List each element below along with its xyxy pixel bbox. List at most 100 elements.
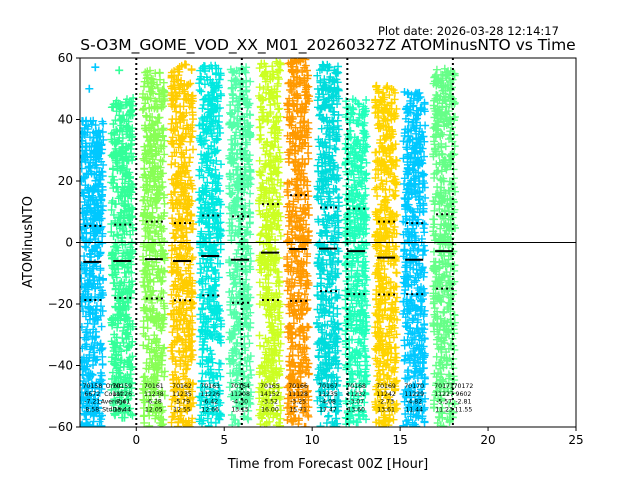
x-axis-label: Time from Forecast 00Z [Hour]	[227, 457, 429, 472]
orbit-stats-text: 9602	[456, 391, 472, 398]
orbit-stats-text: 17.47	[319, 406, 337, 413]
orbit-stats-text: -5.57	[436, 399, 452, 406]
orbit-stats-text: 70159	[112, 383, 132, 390]
orbit-70171-cloud	[429, 64, 459, 427]
plot-area: 701586672-7.218.587015911226-7.4113.4470…	[79, 57, 577, 428]
orbit-70159-outlier	[115, 66, 124, 75]
orbit-70158-cloud	[80, 116, 108, 427]
orbit-70163-points	[195, 61, 226, 427]
orbit-stats-text: 70170	[404, 383, 424, 390]
orbit-stats-text: 11208	[230, 391, 250, 398]
orbit-70166-points	[283, 58, 314, 427]
orbit-stats-text: 12.05	[145, 406, 163, 413]
orbit-stats-text: -6.42	[202, 399, 218, 406]
orbit-stats-text: 70161	[144, 383, 164, 390]
orbit-stats-text: 11232	[346, 391, 366, 398]
orbit-70168-points	[341, 95, 371, 427]
chart-title: S-O3M_GOME_VOD_XX_M01_20260327Z ATOMinus…	[80, 36, 575, 55]
orbit-stats-text: 70166	[288, 383, 308, 390]
orbit-stats-text: 16.00	[261, 406, 279, 413]
orbit-stats-text: -3.52	[262, 399, 278, 406]
y-axis-label: ATOMinusNTO	[21, 196, 36, 288]
orbit-stats-text: -5.79	[174, 399, 190, 406]
y-tick-label: 40	[58, 113, 73, 127]
y-tick-label: −20	[48, 297, 73, 311]
orbit-stats-text: 70169	[376, 383, 396, 390]
orbit-stats-text: 11242	[376, 391, 396, 398]
orbit-stats-text: 11235	[172, 391, 192, 398]
orbit-stats-text: 6672	[84, 391, 100, 398]
orbit-70169-cloud	[371, 81, 401, 427]
orbit-70167-points	[313, 60, 343, 427]
orbit-70169-points	[371, 81, 401, 427]
orbit-stats-text: -2.73	[378, 399, 394, 406]
x-tick-label: 5	[220, 433, 228, 447]
y-tick-label: 20	[58, 174, 73, 188]
x-tick-label: 25	[568, 433, 583, 447]
orbit-stats-text: 70172	[454, 383, 474, 390]
orbit-stats-text: -2.81	[455, 399, 471, 406]
orbit-70167-outlier	[321, 103, 329, 112]
y-tick-label: 0	[65, 236, 73, 250]
orbit-70158-outlier	[85, 84, 94, 93]
orbit-70162-points	[167, 60, 197, 427]
y-tick-label: −60	[48, 420, 73, 434]
orbit-stats-text: 11238	[144, 391, 164, 398]
orbit-stats-text: 70165	[260, 383, 280, 390]
orbit-70165-points	[255, 58, 285, 427]
orbit-stats-text: 13.44	[113, 406, 131, 413]
x-tick-label: 10	[305, 433, 320, 447]
x-tick-label: 15	[392, 433, 407, 447]
orbit-stats-text: 8.58	[85, 406, 99, 413]
orbit-stats-text: 11235	[318, 391, 338, 398]
orbit-stats-text: 11.55	[455, 406, 473, 413]
orbit-stats-text: Orbit	[106, 383, 122, 390]
orbit-stats-text: 11226	[112, 391, 132, 398]
orbit-stats-text: 70163	[200, 383, 220, 390]
orbit-stats-text: -6.28	[146, 399, 162, 406]
y-tick-label: 60	[58, 51, 73, 65]
orbit-stats-text: 11.44	[405, 406, 423, 413]
orbit-stats-text: Average	[101, 399, 127, 406]
orbit-stats-text: 13.61	[377, 406, 395, 413]
y-axis: −60 −40 −20 0 20 40 60	[48, 51, 80, 434]
orbit-stats-text: -3.07	[348, 399, 364, 406]
orbit-stats-text: -4.30	[232, 399, 248, 406]
orbit-stats-text: 11128	[288, 391, 308, 398]
orbit-70159-points	[107, 66, 138, 422]
orbit-stats-text: Count	[104, 391, 123, 398]
orbit-70158-points	[80, 63, 108, 427]
orbit-70159-cloud	[107, 94, 138, 422]
orbit-stats-text: -7.41	[114, 399, 130, 406]
orbit-70164-cloud	[225, 63, 256, 427]
overlay-layer: 701586672-7.218.587015911226-7.4113.4470…	[80, 58, 576, 427]
orbit-70161-cloud	[138, 66, 169, 427]
orbit-70163-cloud	[195, 61, 226, 427]
x-axis: 0 5 10 15 20 25	[132, 427, 584, 447]
orbit-stats-text: 13.15	[231, 406, 249, 413]
orbit-stats-text: 11226	[200, 391, 220, 398]
orbit-stats-text: 11229	[404, 391, 424, 398]
orbit-stats-text: 11227	[434, 391, 454, 398]
orbit-stats-text: 14152	[260, 391, 280, 398]
orbit-stats-text: -7.21	[84, 399, 100, 406]
orbit-stats-text: StdDev	[102, 406, 125, 413]
orbit-stats-text: 70171	[434, 383, 454, 390]
orbit-70168-cloud	[341, 95, 371, 427]
orbit-stats-text: 70168	[346, 383, 366, 390]
orbit-stats-text: 11.23	[435, 406, 453, 413]
orbit-stats-text: 70158	[82, 383, 102, 390]
orbit-stats-text: -4.82	[406, 399, 422, 406]
orbit-70171-points	[429, 64, 459, 427]
orbit-70158-outlier	[91, 63, 100, 72]
orbit-stats-text: 70164	[230, 383, 250, 390]
orbit-70167-cloud	[313, 60, 343, 427]
orbit-70170-points	[399, 88, 430, 427]
orbit-stats-text: -3.25	[290, 399, 306, 406]
x-tick-label: 0	[132, 433, 140, 447]
orbit-70166-cloud	[283, 58, 314, 427]
orbit-70170-cloud	[399, 88, 430, 427]
scatter-layer	[80, 58, 459, 427]
orbit-stats-text: 12.55	[173, 406, 191, 413]
